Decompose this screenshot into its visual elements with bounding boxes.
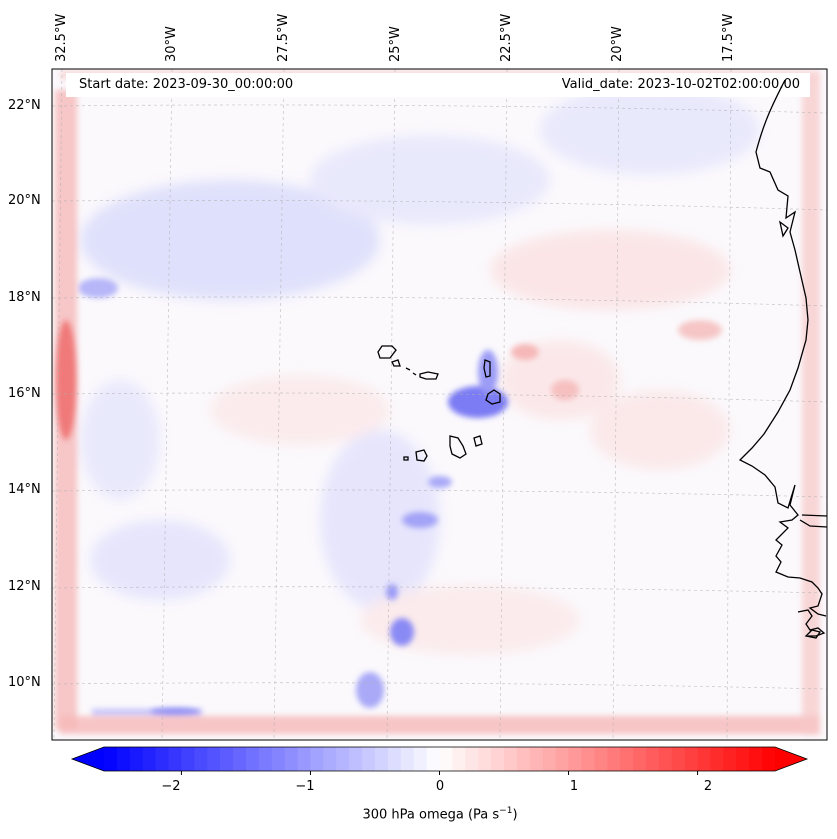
colorbar-segment — [684, 747, 699, 771]
map-frame — [51, 68, 828, 741]
colorbar-segment — [581, 747, 595, 771]
lat-label: 14°N — [8, 482, 41, 497]
colorbar-segment — [516, 747, 531, 771]
colorbar-segment — [233, 747, 247, 771]
colorbar-segment — [736, 747, 750, 771]
lon-label: 20°W — [610, 26, 625, 62]
colorbar-segment — [542, 747, 557, 771]
colorbar-segment — [633, 747, 647, 771]
island-maio — [473, 435, 483, 447]
colorbar-extend-max — [775, 747, 807, 771]
colorbar-segment — [258, 747, 273, 771]
colorbar-segment — [349, 747, 363, 771]
colorbar-segment — [504, 747, 518, 771]
colorbar-segment — [465, 747, 479, 771]
gridlines — [52, 69, 827, 740]
coastlines — [377, 79, 827, 639]
island-sao-vicente — [391, 359, 401, 367]
colorbar-segment — [568, 747, 583, 771]
colorbar-segment — [762, 747, 776, 771]
lon-label: 17.5°W — [721, 13, 736, 62]
island-santiago — [449, 435, 467, 459]
colorbar-segment — [129, 747, 144, 771]
colorbar-extend-min — [72, 747, 104, 771]
colorbar-segment — [194, 747, 208, 771]
colorbar-label: 300 hPa omega (Pa s−1) — [362, 806, 518, 823]
header-band — [66, 73, 810, 97]
colorbar-tick: −1 — [295, 779, 315, 794]
colorbar-segment — [645, 747, 660, 771]
island-sal — [483, 359, 491, 378]
colorbar-segment — [181, 747, 195, 771]
colorbar-segment — [658, 747, 673, 771]
colorbar-segment — [310, 747, 324, 771]
colorbar-segment — [104, 747, 118, 771]
lon-label: 22.5°W — [499, 13, 514, 62]
colorbar-segment — [439, 747, 454, 771]
colorbar-segment — [155, 747, 170, 771]
start-date-label: Start date: 2023-09-30_00:00:00 — [79, 77, 294, 92]
island-santo-antao — [377, 345, 397, 359]
island-fogo — [415, 449, 428, 462]
lat-label: 12°N — [8, 579, 41, 594]
colorbar-segment — [387, 747, 402, 771]
colorbar-segment — [374, 747, 389, 771]
lon-label: 32.5°W — [54, 13, 69, 62]
island-sao-nicolau — [419, 371, 439, 380]
colorbar-segment — [207, 747, 221, 771]
colorbar-segment — [271, 747, 286, 771]
colorbar-segment — [142, 747, 157, 771]
lat-label: 20°N — [8, 193, 41, 208]
valid-date-label: Valid_date: 2023-10-02T02:00:00.00 — [561, 77, 800, 92]
colorbar-outline — [70, 746, 809, 772]
colorbar-segment — [529, 747, 544, 771]
lat-label: 18°N — [8, 290, 41, 305]
lat-label: 22°N — [8, 98, 41, 113]
colorbar-segment — [491, 747, 505, 771]
colorbar-segment — [697, 747, 712, 771]
colorbar — [70, 746, 809, 775]
colorbar-segment — [710, 747, 724, 771]
colorbar-segment — [245, 747, 260, 771]
colorbar-segment — [555, 747, 570, 771]
colorbar-segment — [362, 747, 376, 771]
colorbar-tick: 1 — [569, 779, 579, 794]
colorbar-tick: 0 — [435, 779, 445, 794]
colorbar-tick: 2 — [703, 779, 713, 794]
colorbar-segment — [452, 747, 466, 771]
colorbar-segment — [284, 747, 299, 771]
colorbar-segment — [620, 747, 634, 771]
lat-label: 16°N — [8, 386, 41, 401]
lon-label: 30°W — [164, 26, 179, 62]
colorbar-segment — [116, 747, 131, 771]
colorbar-segment — [413, 747, 428, 771]
lon-label: 27.5°W — [276, 13, 291, 62]
colorbar-segment — [426, 747, 441, 771]
colorbar-segment — [749, 747, 763, 771]
colorbar-segment — [671, 747, 686, 771]
omega-field — [52, 69, 827, 740]
island-boa-vista — [485, 389, 501, 405]
colorbar-segment — [297, 747, 312, 771]
colorbar-segment — [168, 747, 183, 771]
lat-label: 10°N — [8, 675, 41, 690]
colorbar-segment — [400, 747, 415, 771]
colorbar-segment — [323, 747, 337, 771]
colorbar-segment — [723, 747, 737, 771]
colorbar-tick: −2 — [161, 779, 181, 794]
west-africa-coastline — [738, 79, 827, 617]
colorbar-segment — [478, 747, 492, 771]
colorbar-segment — [607, 747, 621, 771]
colorbar-segment — [594, 747, 608, 771]
colorbar-segment — [220, 747, 234, 771]
lon-label: 25°W — [388, 26, 403, 62]
colorbar-segment — [336, 747, 350, 771]
island-brava — [403, 456, 409, 461]
